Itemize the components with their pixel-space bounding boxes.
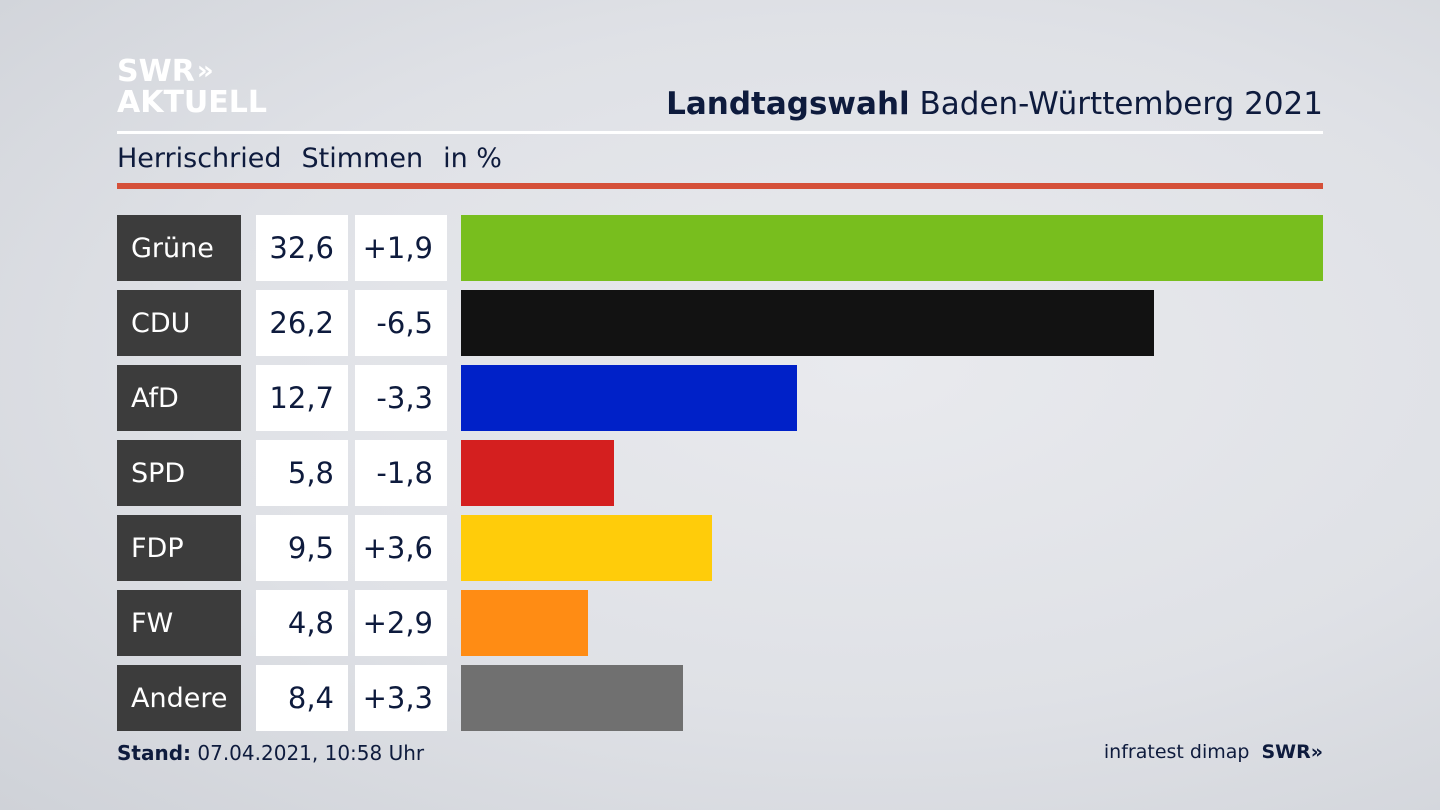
vote-change-value: -6,5	[355, 290, 447, 356]
subtitle-divider	[117, 183, 1323, 189]
chart-title: Landtagswahl Baden-Württemberg 2021	[666, 86, 1323, 122]
subtitle-unit: in %	[443, 143, 502, 174]
party-label: FDP	[117, 515, 241, 581]
party-label: SPD	[117, 440, 241, 506]
bar-row: SPD 5,8 -1,8	[117, 440, 1323, 506]
bar	[461, 215, 1323, 281]
bar-row: FW 4,8 +2,9	[117, 590, 1323, 656]
vote-change-value: +3,6	[355, 515, 447, 581]
vote-change-value: +1,9	[355, 215, 447, 281]
swr-aktuell-logo: SWR» AKTUELL	[117, 56, 267, 118]
party-label: CDU	[117, 290, 241, 356]
source-credit: infratest dimap SWR»	[1104, 741, 1323, 763]
vote-change-value: +2,9	[355, 590, 447, 656]
bar-row: Andere 8,4 +3,3	[117, 665, 1323, 731]
bar	[461, 440, 614, 506]
party-label: Grüne	[117, 215, 241, 281]
bar	[461, 665, 683, 731]
logo-swr-text: SWR	[117, 54, 195, 89]
title-bold: Landtagswahl	[666, 86, 910, 122]
subtitle-location: Herrischried	[117, 143, 282, 174]
vote-share-value: 5,8	[256, 440, 348, 506]
party-label: FW	[117, 590, 241, 656]
bar-row: FDP 9,5 +3,6	[117, 515, 1323, 581]
vote-share-value: 26,2	[256, 290, 348, 356]
bar-row: CDU 26,2 -6,5	[117, 290, 1323, 356]
bar-row: Grüne 32,6 +1,9	[117, 215, 1323, 281]
vote-share-value: 4,8	[256, 590, 348, 656]
bar	[461, 515, 712, 581]
vote-share-value: 9,5	[256, 515, 348, 581]
timestamp: Stand: 07.04.2021, 10:58 Uhr	[117, 741, 424, 765]
logo-aktuell-text: AKTUELL	[117, 85, 268, 120]
title-rest: Baden-Württemberg 2021	[919, 86, 1323, 122]
bar	[461, 290, 1154, 356]
vote-share-value: 32,6	[256, 215, 348, 281]
party-label: AfD	[117, 365, 241, 431]
party-label: Andere	[117, 665, 241, 731]
vote-share-value: 8,4	[256, 665, 348, 731]
source-text: infratest dimap	[1103, 741, 1250, 763]
bar-row: AfD 12,7 -3,3	[117, 365, 1323, 431]
bar	[461, 365, 797, 431]
vote-change-value: +3,3	[355, 665, 447, 731]
vote-change-value: -1,8	[355, 440, 447, 506]
subtitle-measure: Stimmen	[301, 143, 424, 174]
title-divider	[117, 131, 1323, 134]
logo-chevron-icon: »	[196, 56, 214, 86]
swr-logo-small: SWR»	[1261, 741, 1323, 763]
bar	[461, 590, 588, 656]
vote-share-value: 12,7	[256, 365, 348, 431]
vote-change-value: -3,3	[355, 365, 447, 431]
chart-subtitle: Herrischried Stimmen in %	[117, 143, 522, 174]
stand-label: Stand:	[117, 741, 192, 765]
stand-value: 07.04.2021, 10:58 Uhr	[197, 741, 425, 765]
